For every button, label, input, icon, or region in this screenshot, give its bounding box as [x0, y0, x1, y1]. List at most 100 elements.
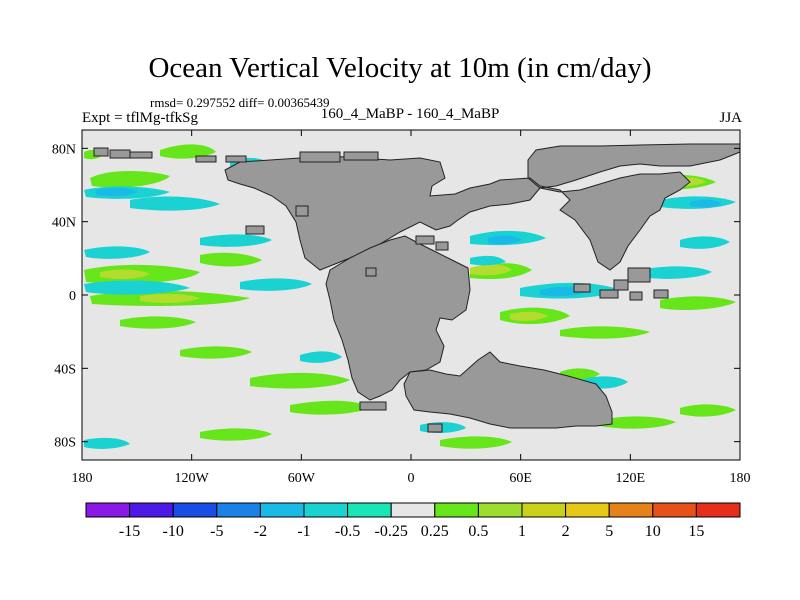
island [427, 423, 443, 433]
island [109, 149, 131, 159]
positive-anomaly [180, 346, 252, 359]
island [599, 289, 619, 299]
lon-tick-label: 0 [408, 471, 415, 486]
positive-anomaly [660, 296, 736, 310]
colorbar-label: -2 [254, 523, 267, 540]
negative-anomaly [640, 266, 712, 279]
island [435, 241, 449, 251]
negative-anomaly [470, 255, 506, 266]
positive-anomaly-strong [510, 311, 548, 321]
lon-tick-label: 60W [288, 471, 316, 486]
positive-anomaly [200, 252, 262, 267]
positive-anomaly [680, 404, 736, 417]
island [613, 279, 629, 291]
colorbar-swatch [434, 502, 479, 518]
colorbar-swatch [652, 502, 697, 518]
colorbar-label: 1 [518, 523, 526, 540]
season-label: JJA [719, 110, 742, 126]
negative-anomaly-strong [488, 235, 522, 245]
island [629, 291, 643, 301]
island [299, 151, 341, 163]
colorbar-label: -1 [297, 523, 310, 540]
island [225, 155, 247, 163]
island [653, 289, 669, 299]
lat-tick-label: 80N [52, 142, 76, 157]
positive-anomaly [90, 171, 170, 188]
map-panel [81, 129, 741, 461]
colorbar-swatch [129, 502, 174, 518]
colorbar: -15 -10 -5 -2 -1 -0.5 -0.25 0.25 0.5 1 2 5 10 15 [85, 502, 741, 540]
negative-anomaly [240, 278, 312, 291]
colorbar-label: -10 [163, 523, 184, 540]
velocity-field [84, 144, 736, 449]
positive-anomaly-strong [100, 269, 150, 279]
colorbar-label: -0.25 [375, 523, 408, 540]
lat-tick-label: 0 [69, 289, 76, 304]
negative-anomaly-strong [96, 187, 138, 197]
colorbar-label: 2 [562, 523, 570, 540]
colorbar-swatch [303, 502, 349, 518]
lon-tick-label: 120W [175, 471, 210, 486]
negative-anomaly [84, 437, 130, 449]
landmass-south-east [403, 351, 613, 429]
colorbar-label: 0.25 [421, 523, 449, 540]
negative-anomaly [200, 234, 272, 247]
island [365, 267, 377, 277]
plot-title: Ocean Vertical Velocity at 10m (in cm/da… [148, 52, 652, 84]
island [573, 283, 591, 293]
island [195, 155, 217, 163]
colorbar-label: 15 [688, 523, 704, 540]
positive-anomaly [440, 436, 512, 449]
lon-tick-label: 120E [616, 471, 646, 486]
island [627, 267, 651, 283]
colorbar-swatch [390, 502, 436, 518]
colorbar-swatch [85, 502, 131, 518]
colorbar-swatch [259, 502, 305, 518]
positive-anomaly [200, 428, 272, 441]
positive-anomaly [600, 416, 676, 429]
negative-anomaly [84, 246, 150, 259]
landmass-north [224, 143, 741, 271]
colorbar-swatch [521, 502, 567, 518]
negative-anomaly [130, 196, 220, 211]
positive-anomaly-strong [470, 264, 512, 276]
rmsd-diff-stats: rmsd= 0.297552 diff= 0.00365439 [150, 95, 330, 110]
negative-anomaly [300, 351, 342, 363]
lat-tick-label: 40S [54, 362, 76, 377]
lon-tick-label: 180 [72, 471, 93, 486]
land-masses [93, 143, 741, 433]
positive-anomaly [160, 144, 216, 159]
positive-anomaly [290, 400, 370, 415]
colorbar-swatch [565, 502, 610, 518]
colorbar-label: 10 [645, 523, 661, 540]
island [129, 151, 153, 159]
colorbar-swatch [477, 502, 523, 518]
colorbar-swatch [695, 502, 741, 518]
lat-tick-label: 40N [52, 216, 76, 231]
colorbar-label: -15 [119, 523, 140, 540]
colorbar-swatch [347, 502, 392, 518]
colorbar-swatch [608, 502, 654, 518]
positive-anomaly [250, 372, 350, 389]
axis-ticks: 80N 40N 0 40S 80S 180 120W 60W 0 60E 120E 180 [52, 130, 751, 486]
island [359, 401, 387, 411]
negative-anomaly [680, 236, 730, 249]
colorbar-label: 0.5 [468, 523, 488, 540]
island [295, 205, 309, 217]
lon-tick-label: 180 [730, 471, 751, 486]
positive-anomaly [120, 316, 196, 329]
negative-anomaly [84, 280, 190, 295]
colorbar-swatch [216, 502, 261, 518]
period-subtitle: 160_4_MaBP - 160_4_MaBP [320, 106, 500, 122]
positive-anomaly-strong [140, 293, 200, 303]
lat-tick-label: 80S [54, 436, 76, 451]
island [245, 225, 265, 235]
positive-anomaly [560, 326, 650, 339]
island [415, 235, 435, 245]
island [93, 147, 109, 157]
island [343, 151, 379, 161]
negative-anomaly-strong [690, 199, 722, 208]
lon-tick-label: 60E [509, 471, 532, 486]
colorbar-swatch [172, 502, 218, 518]
